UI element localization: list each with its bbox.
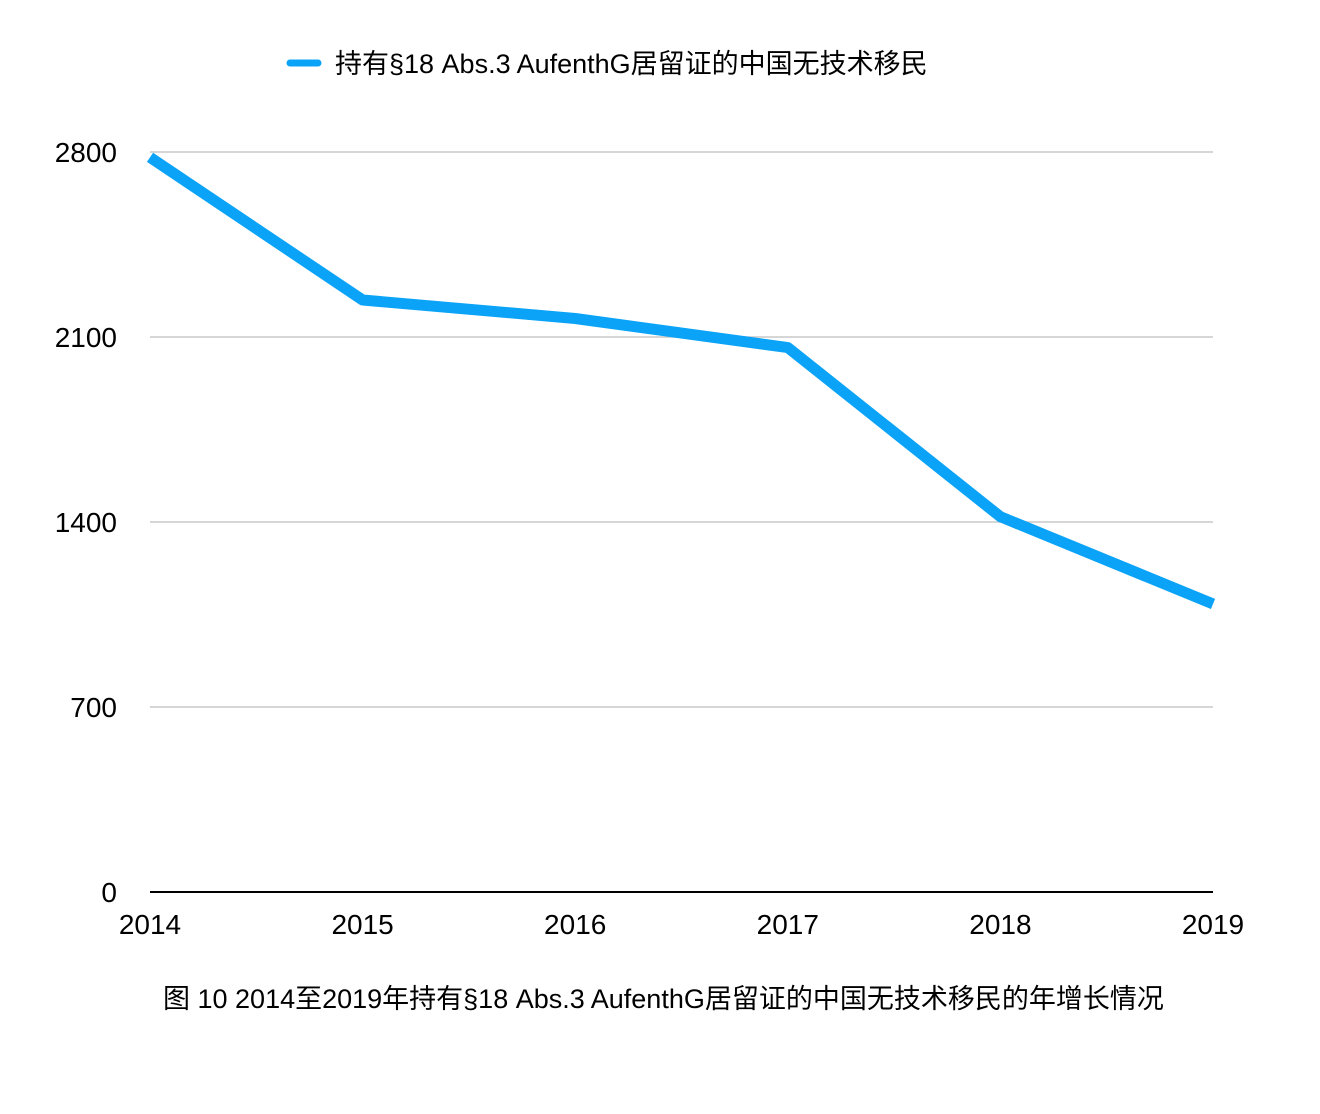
y-tick-label: 1400 [55, 507, 117, 538]
data-point [150, 157, 151, 158]
x-tick-label: 2017 [757, 909, 819, 940]
y-tick-label: 2100 [55, 322, 117, 353]
figure-caption: 图 10 2014至2019年持有§18 Abs.3 AufenthG居留证的中… [163, 984, 1164, 1014]
data-point [575, 318, 576, 319]
x-axis-ticks: 2014 2015 2016 2017 2018 2019 [119, 909, 1244, 940]
line-chart: 持有§18 Abs.3 AufenthG居留证的中国无技术移民 0 700 1400… [55, 49, 1244, 940]
series-group [146, 152, 1216, 610]
data-point [1000, 516, 1001, 517]
x-tick-label: 2016 [544, 909, 606, 940]
y-axis-ticks: 0 700 1400 2100 2800 [55, 137, 117, 908]
x-tick-label: 2018 [969, 909, 1031, 940]
x-tick-label: 2019 [1182, 909, 1244, 940]
x-tick-label: 2015 [331, 909, 393, 940]
data-point [362, 300, 363, 301]
data-point [1213, 603, 1214, 604]
y-tick-label: 2800 [55, 137, 117, 168]
x-tick-label: 2014 [119, 909, 181, 940]
legend-label: 持有§18 Abs.3 AufenthG居留证的中国无技术移民 [335, 49, 928, 79]
data-point [787, 347, 788, 348]
legend: 持有§18 Abs.3 AufenthG居留证的中国无技术移民 [286, 49, 928, 79]
y-tick-label: 0 [101, 877, 117, 908]
y-tick-label: 700 [70, 692, 117, 723]
series-line [146, 152, 1216, 610]
